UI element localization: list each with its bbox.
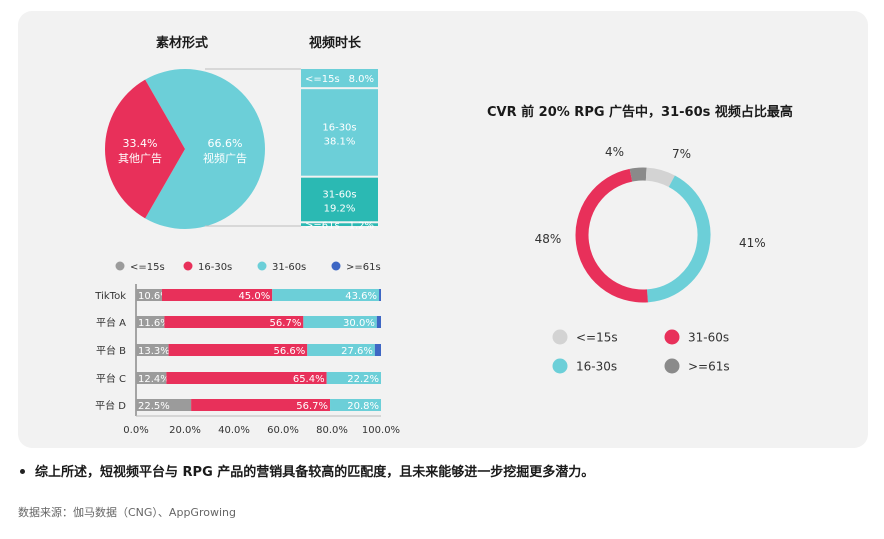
bar-segment-0-0 xyxy=(136,289,162,301)
bar-legend-dot-1 xyxy=(183,261,193,271)
bar-label-1-1: 56.7% xyxy=(270,318,302,329)
bar-segment-4-0 xyxy=(136,399,192,411)
pie-slice-video xyxy=(145,69,265,230)
bar-category-3: 平台 C xyxy=(96,372,126,385)
bar-label-4-0: 22.5% xyxy=(138,401,170,412)
material-heading: 素材形式 xyxy=(156,36,209,51)
bar-segment-2-2 xyxy=(307,344,375,356)
bar-label-2-2: 27.6% xyxy=(341,346,373,357)
duration-pct-0: 8.0% xyxy=(349,74,374,85)
bar-x-tick-0: 0.0% xyxy=(123,425,148,436)
bar-legend-label-1: 16-30s xyxy=(198,262,232,273)
pie-slice-other xyxy=(104,79,185,219)
bar-label-0-2: 43.6% xyxy=(345,291,377,302)
bar-label-4-2: 20.8% xyxy=(347,401,379,412)
donut-legend-dot-1 xyxy=(664,329,680,345)
duration-segment-2 xyxy=(301,177,378,222)
bar-segment-2-0 xyxy=(136,344,169,356)
donut-legend-dot-0 xyxy=(552,329,568,345)
duration-heading: 视频时长 xyxy=(309,36,362,51)
bar-x-tick-2: 40.0% xyxy=(218,425,250,436)
bar-label-1-2: 30.0% xyxy=(343,318,375,329)
bar-label-0-0: 10.6% xyxy=(138,291,170,302)
bar-category-1: 平台 A xyxy=(96,316,126,329)
pie-label-video-pct: 66.6% xyxy=(208,137,243,150)
bar-legend-dot-2 xyxy=(257,261,267,271)
bar-legend-label-2: 31-60s xyxy=(272,262,306,273)
source-note: 数据来源：伽马数据（CNG）、AppGrowing xyxy=(18,506,236,519)
bar-segment-1-0 xyxy=(136,316,165,328)
bar-label-0-1: 45.0% xyxy=(238,291,270,302)
donut-label-3: 4% xyxy=(605,145,624,159)
bar-label-1-0: 11.6% xyxy=(138,318,170,329)
bar-label-2-1: 56.6% xyxy=(273,346,305,357)
duration-label-2: 31-60s xyxy=(322,189,356,200)
duration-segment-0 xyxy=(301,69,378,88)
donut-legend-label-2: 16-30s xyxy=(576,360,617,374)
duration-label-1: 16-30s xyxy=(322,122,356,133)
bullet-icon xyxy=(20,469,25,474)
bar-segment-0-2 xyxy=(272,289,380,301)
duration-pct-3: 1.2% xyxy=(349,221,374,232)
bar-segment-3-2 xyxy=(326,372,381,384)
duration-pct-2: 19.2% xyxy=(324,203,356,214)
conclusion: 综上所述，短视频平台与 RPG 产品的营销具备较高的匹配度，且未来能够进一步挖掘… xyxy=(18,461,594,480)
pie-label-video-name: 视频广告 xyxy=(203,151,247,165)
duration-pct-1: 38.1% xyxy=(324,136,356,147)
donut-legend-dot-2 xyxy=(552,358,568,374)
duration-label-0: <=15s xyxy=(305,74,340,85)
bar-segment-1-2 xyxy=(303,316,377,328)
bar-segment-0-3 xyxy=(379,289,381,301)
duration-segment-3 xyxy=(301,223,378,226)
bar-segment-0-1 xyxy=(161,289,273,301)
bar-segment-2-1 xyxy=(168,344,308,356)
bar-legend-dot-0 xyxy=(115,261,125,271)
bar-label-4-1: 56.7% xyxy=(296,401,328,412)
bar-segment-3-1 xyxy=(166,372,327,384)
pie-label-other-name: 其他广告 xyxy=(118,152,162,165)
bar-x-tick-1: 20.0% xyxy=(169,425,201,436)
donut-legend-label-0: <=15s xyxy=(576,331,618,345)
donut-slice-2 xyxy=(575,168,648,303)
pie-label-other-pct: 33.4% xyxy=(123,137,158,150)
bar-x-tick-3: 60.0% xyxy=(267,425,299,436)
duration-segment-1 xyxy=(301,89,378,176)
bar-x-tick-5: 100.0% xyxy=(362,425,400,436)
donut-legend-label-3: >=61s xyxy=(688,360,730,374)
bar-label-2-0: 13.3% xyxy=(138,346,170,357)
donut-legend-label-1: 31-60s xyxy=(688,331,729,345)
donut-label-2: 48% xyxy=(535,232,562,246)
bar-segment-3-0 xyxy=(136,372,167,384)
bar-segment-4-2 xyxy=(330,399,381,411)
bar-label-3-0: 12.4% xyxy=(138,374,170,385)
donut-slice-3 xyxy=(629,167,647,182)
bar-segment-4-1 xyxy=(191,399,331,411)
bar-label-3-2: 22.2% xyxy=(347,374,379,385)
bar-category-0: TikTok xyxy=(94,291,126,302)
bar-label-3-1: 65.4% xyxy=(293,374,325,385)
donut-slice-0 xyxy=(645,167,675,188)
bar-segment-2-3 xyxy=(374,344,381,356)
donut-label-1: 41% xyxy=(739,236,766,250)
donut-slice-1 xyxy=(646,175,711,303)
bar-legend-label-3: >=61s xyxy=(346,262,381,273)
bar-category-2: 平台 B xyxy=(96,344,126,357)
bar-segment-1-3 xyxy=(376,316,381,328)
cvr-heading: CVR 前 20% RPG 广告中，31-60s 视频占比最高 xyxy=(487,105,793,120)
conclusion-text: 综上所述，短视频平台与 RPG 产品的营销具备较高的匹配度，且未来能够进一步挖掘… xyxy=(35,465,595,480)
bar-category-4: 平台 D xyxy=(95,399,126,412)
bar-x-tick-4: 80.0% xyxy=(316,425,348,436)
bar-legend-dot-3 xyxy=(331,261,341,271)
donut-legend-dot-3 xyxy=(664,358,680,374)
bar-legend-label-0: <=15s xyxy=(130,262,165,273)
bar-segment-1-1 xyxy=(164,316,304,328)
duration-label-3: >=61s xyxy=(305,221,340,232)
donut-label-0: 7% xyxy=(672,147,691,161)
